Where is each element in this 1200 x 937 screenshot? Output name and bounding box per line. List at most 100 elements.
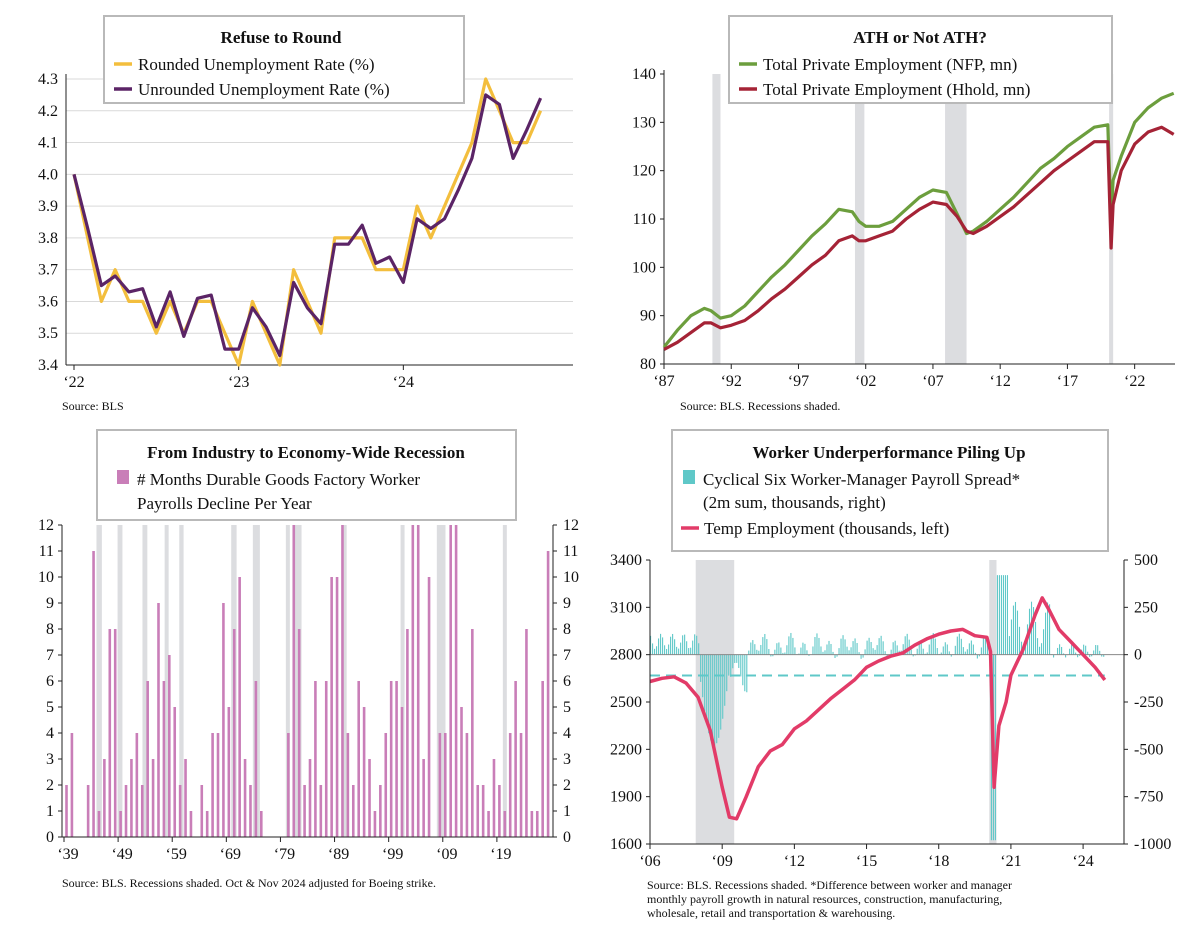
legend-label: Rounded Unemployment Rate (%) bbox=[138, 55, 375, 74]
x-tick-label: ‘15 bbox=[856, 853, 877, 870]
y-tick-label: 3 bbox=[46, 751, 54, 768]
legend-box bbox=[103, 15, 465, 104]
spread-bar bbox=[730, 654, 732, 677]
bar bbox=[200, 785, 204, 837]
spread-bar bbox=[946, 644, 948, 655]
bar bbox=[335, 577, 339, 837]
bar bbox=[113, 629, 117, 837]
legend-swatch bbox=[117, 470, 129, 484]
spread-bar bbox=[710, 654, 712, 741]
y-tick-label: 2200 bbox=[610, 741, 642, 758]
spread-bar bbox=[748, 650, 750, 655]
x-tick-label: ‘23 bbox=[228, 374, 249, 391]
spread-bar bbox=[866, 640, 868, 655]
x-tick-label: ‘09 bbox=[712, 853, 733, 870]
bar bbox=[379, 785, 382, 837]
source-note: wholesale, retail and transportation & w… bbox=[647, 906, 895, 920]
bar bbox=[514, 681, 517, 837]
bar bbox=[373, 811, 377, 837]
spread-bar bbox=[1077, 654, 1079, 658]
spread-bar bbox=[670, 636, 672, 655]
spread-bar bbox=[680, 642, 682, 655]
spread-bar bbox=[684, 634, 686, 655]
y-tick-label: 12 bbox=[38, 517, 54, 534]
recession-band bbox=[293, 525, 302, 837]
spread-bar bbox=[1057, 647, 1059, 655]
bar bbox=[238, 577, 241, 837]
spread-bar bbox=[962, 647, 964, 655]
bar bbox=[508, 733, 512, 837]
spread-bar bbox=[1008, 636, 1011, 655]
y-tick-label: 4.1 bbox=[38, 135, 58, 152]
spread-bar bbox=[956, 636, 958, 655]
y-tick-label-right: 0 bbox=[563, 829, 571, 846]
spread-bar bbox=[1073, 646, 1075, 655]
spread-bar bbox=[694, 634, 696, 655]
bar bbox=[357, 681, 360, 837]
spread-bar bbox=[1061, 646, 1063, 655]
bar bbox=[173, 707, 177, 837]
bar bbox=[427, 577, 431, 837]
bar bbox=[319, 785, 323, 837]
bar bbox=[227, 707, 231, 837]
spread-bar bbox=[880, 635, 882, 655]
x-tick-label: ‘12 bbox=[784, 853, 805, 870]
spread-bar bbox=[884, 651, 886, 655]
spread-bar bbox=[916, 648, 918, 655]
bar bbox=[222, 603, 225, 837]
spread-bar bbox=[856, 643, 858, 655]
spread-bar bbox=[854, 638, 856, 655]
x-tick-label: ‘19 bbox=[490, 846, 511, 863]
bar bbox=[438, 733, 442, 837]
bar bbox=[362, 707, 366, 837]
spread-bar bbox=[650, 635, 652, 655]
spread-bar bbox=[1053, 654, 1055, 658]
y-tick-label: 3.4 bbox=[38, 357, 58, 374]
y-tick-label: 4.0 bbox=[38, 166, 58, 183]
legend-label: # Months Durable Goods Factory Worker bbox=[137, 470, 420, 489]
spread-bar bbox=[698, 643, 700, 655]
spread-bar bbox=[690, 647, 692, 655]
spread-bar bbox=[1036, 638, 1039, 655]
spread-bar bbox=[1032, 607, 1035, 655]
spread-bar bbox=[736, 654, 738, 663]
spread-bar bbox=[738, 654, 740, 668]
bar bbox=[216, 733, 220, 837]
bar bbox=[135, 733, 139, 837]
spread-bar bbox=[1018, 626, 1021, 655]
y-tick-label-right: 1 bbox=[563, 803, 571, 820]
spread-bar bbox=[678, 648, 680, 655]
y-tick-label: 1 bbox=[46, 803, 54, 820]
spread-bar bbox=[786, 645, 788, 655]
bar bbox=[146, 681, 149, 837]
spread-bar bbox=[1101, 654, 1103, 657]
bar bbox=[406, 629, 409, 837]
bar bbox=[460, 707, 463, 837]
spread-bar bbox=[740, 654, 742, 677]
spread-bar bbox=[692, 640, 694, 655]
y-tick-label: 4 bbox=[46, 725, 54, 742]
x-tick-label: ‘21 bbox=[1000, 853, 1021, 870]
bar bbox=[324, 681, 328, 837]
y-tick-label: 110 bbox=[633, 211, 656, 228]
bar bbox=[103, 759, 106, 837]
spread-bar bbox=[712, 654, 714, 745]
spread-bar bbox=[654, 648, 656, 655]
bar bbox=[476, 785, 480, 837]
spread-bar bbox=[728, 654, 730, 676]
bar bbox=[308, 759, 312, 837]
y-tick-label: 3400 bbox=[610, 552, 642, 569]
chart-title: ATH or Not ATH? bbox=[853, 28, 987, 47]
spread-bar bbox=[896, 645, 898, 655]
legend-label: (2m sum, thousands, right) bbox=[703, 493, 886, 512]
source-note: Source: BLS. Recessions shaded. *Differe… bbox=[647, 878, 1012, 892]
legend-label: Total Private Employment (Hhold, mn) bbox=[763, 80, 1030, 99]
spread-bar bbox=[876, 645, 878, 655]
y-tick-label-right: 10 bbox=[563, 569, 579, 586]
recession-band bbox=[285, 525, 290, 837]
spread-bar bbox=[1002, 575, 1004, 655]
bar bbox=[151, 759, 155, 837]
spread-bar bbox=[656, 646, 658, 655]
x-tick-label: ‘09 bbox=[436, 846, 457, 863]
spread-bar bbox=[840, 638, 842, 655]
